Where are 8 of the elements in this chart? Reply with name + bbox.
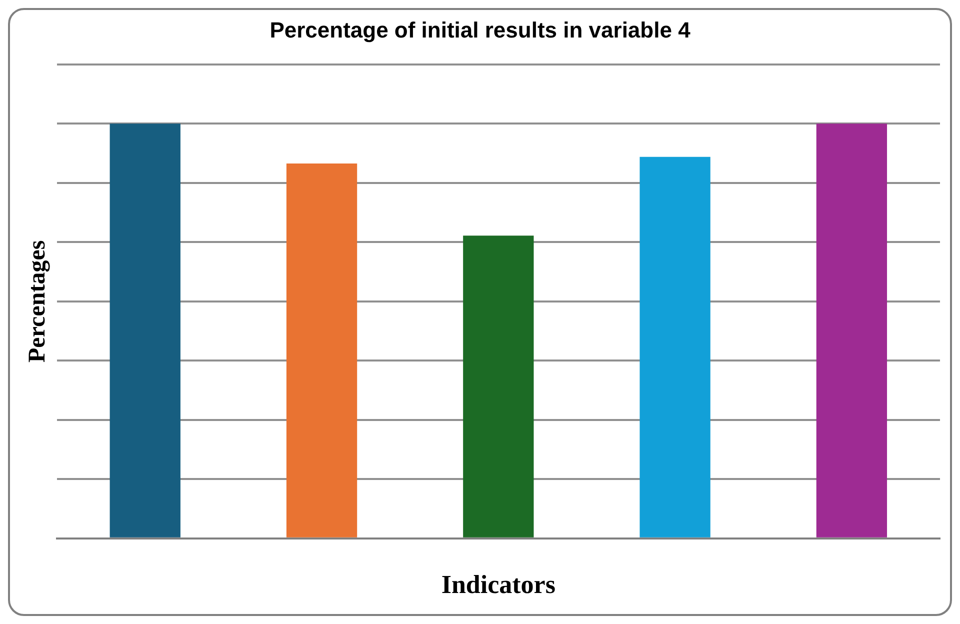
bar <box>286 163 358 538</box>
bar <box>463 236 534 538</box>
x-axis-title: Indicators <box>441 570 556 600</box>
bar <box>640 156 710 538</box>
chart-title: Percentage of initial results in variable 4 <box>270 17 692 42</box>
bar <box>816 124 888 538</box>
bar <box>110 124 180 538</box>
y-axis-title: Percentages <box>24 240 51 362</box>
